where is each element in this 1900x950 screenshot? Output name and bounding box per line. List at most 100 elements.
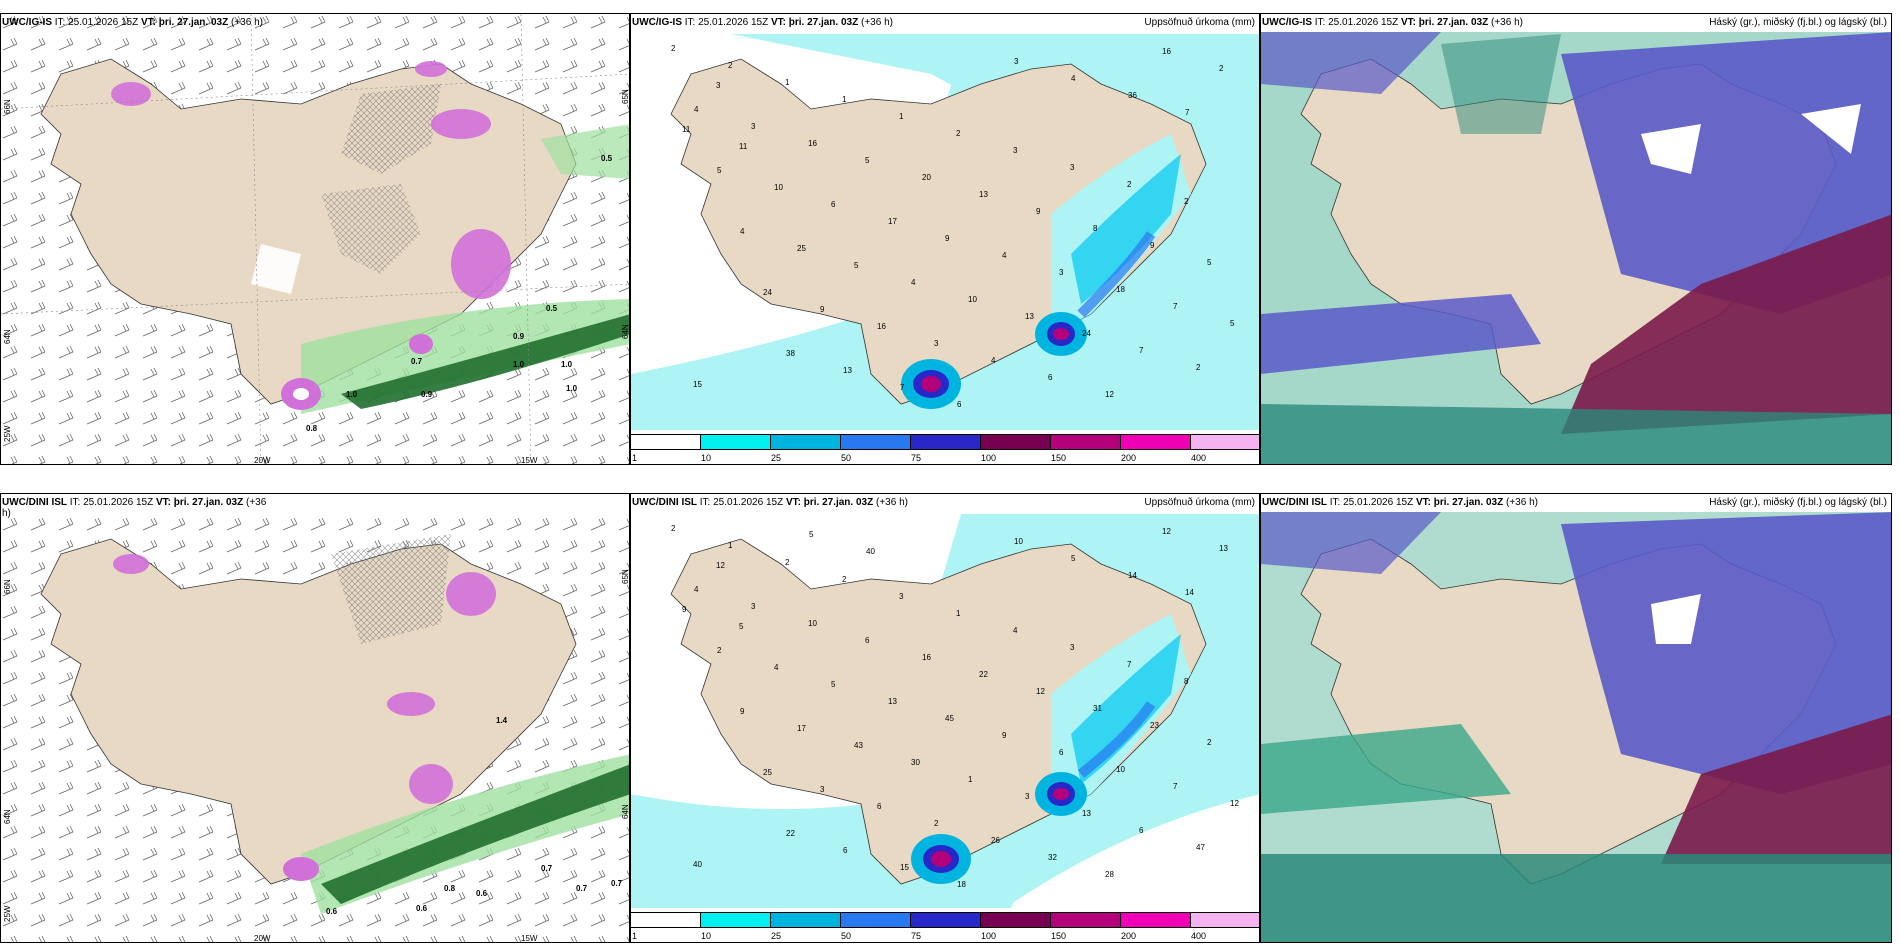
precip-value: 9 <box>820 305 825 314</box>
colorbar-label: 100 <box>981 453 997 463</box>
precip-value: 30 <box>911 758 920 767</box>
precip-value: 14 <box>1185 588 1194 597</box>
colorbar-label: 150 <box>1051 453 1067 463</box>
precip-value: 28 <box>1105 870 1114 879</box>
panel-title: UWC/DINI ISL IT: 25.01.2026 15Z VT: þri.… <box>632 497 908 508</box>
precip-value: 2 <box>671 524 676 533</box>
precip-value: 45 <box>945 714 954 723</box>
wind-map <box>1 514 629 942</box>
precip-value: 4 <box>1013 626 1018 635</box>
precip-value: 6 <box>865 636 870 645</box>
precip-value: 13 <box>1082 809 1091 818</box>
precip-value: 4 <box>694 105 699 114</box>
precip-value: 6 <box>843 846 848 855</box>
colorbar-label: 50 <box>841 453 852 463</box>
precip-value: 5 <box>1207 258 1212 267</box>
precip-value: 5 <box>854 261 859 270</box>
precip-value: 3 <box>1059 268 1064 277</box>
panel-subtitle: Uppsöfnuð úrkoma (mm) <box>1144 497 1255 508</box>
precip-value: 10 <box>808 619 817 628</box>
colorbar-labels: 1 10 25 50 75 100 150 200 400 <box>631 931 1259 941</box>
colorbar-label: 75 <box>911 453 922 463</box>
colorbar <box>631 434 1259 450</box>
precip-value: 47 <box>1196 843 1205 852</box>
precip-value: 3 <box>1070 163 1075 172</box>
precip-value: 13 <box>843 366 852 375</box>
precip-value: 4 <box>774 663 779 672</box>
precip-value: 31 <box>1093 704 1102 713</box>
panel-wind-top: UWC/IG-IS IT: 25.01.2026 15Z VT: þri. 27… <box>0 13 630 465</box>
colorbar-label: 400 <box>1191 931 1207 941</box>
precip-value: 6 <box>831 200 836 209</box>
colorbar-swatch <box>1051 435 1121 449</box>
colorbar-label: 1 <box>632 453 638 463</box>
precip-value: 3 <box>1070 643 1075 652</box>
precip-value: 1 <box>956 609 961 618</box>
value-label: 0.5 <box>601 154 613 163</box>
precip-value: 7 <box>900 383 905 392</box>
panel-wind-bottom: UWC/DINI ISL IT: 25.01.2026 15Z VT: þri.… <box>0 493 630 943</box>
precip-value: 5 <box>1071 554 1076 563</box>
precip-value: 2 <box>1196 363 1201 372</box>
panel-title: UWC/IG-IS IT: 25.01.2026 15Z VT: þri. 27… <box>632 17 893 28</box>
panel-title: UWC/IG-IS IT: 25.01.2026 15Z VT: þri. 27… <box>1262 17 1523 28</box>
lat-label: 66N <box>3 579 12 594</box>
precip-value: 4 <box>694 585 699 594</box>
precip-value: 6 <box>1139 826 1144 835</box>
lat-label: 65N <box>621 89 630 104</box>
precip-value: 5 <box>717 166 722 175</box>
precip-value: 40 <box>866 547 875 556</box>
cloud-map <box>1261 512 1891 942</box>
colorbar-label: 100 <box>981 931 997 941</box>
colorbar-swatch <box>911 435 981 449</box>
lat-label: 65N <box>621 569 630 584</box>
precip-value: 22 <box>786 829 795 838</box>
precip-value: 5 <box>865 156 870 165</box>
precip-value: 16 <box>877 322 886 331</box>
cloud-map <box>1261 32 1891 464</box>
precip-value: 2 <box>785 558 790 567</box>
colorbar-swatch <box>1121 913 1191 927</box>
colorbar-swatch <box>841 435 911 449</box>
precip-value: 11 <box>739 142 748 151</box>
precip-value: 2 <box>728 61 733 70</box>
precip-value: 2 <box>1207 738 1212 747</box>
value-label: 1.0 <box>566 384 578 393</box>
precip-value: 13 <box>1219 544 1228 553</box>
value-label: 0.6 <box>416 904 428 913</box>
colorbar-label: 25 <box>771 931 782 941</box>
colorbar-label: 1 <box>632 931 638 941</box>
precip-value: 8 <box>1184 677 1189 686</box>
wind-map <box>1 14 629 464</box>
precip-value: 23 <box>1150 721 1159 730</box>
precip-value: 26 <box>991 836 1000 845</box>
precip-value: 1 <box>785 78 790 87</box>
precip-value: 3 <box>934 339 939 348</box>
panel-title: UWC/IG-IS IT: 25.01.2026 15Z VT: þri. 27… <box>2 17 263 28</box>
precip-value: 4 <box>911 278 916 287</box>
precip-value: 3 <box>1025 792 1030 801</box>
lat-label: 64N <box>621 804 630 819</box>
lat-label: 64N <box>3 329 12 344</box>
panel-subtitle: Uppsöfnuð úrkoma (mm) <box>1144 17 1255 28</box>
value-label: 1.4 <box>496 716 508 725</box>
precip-value: 2 <box>717 646 722 655</box>
colorbar-swatch <box>841 913 911 927</box>
value-label: 0.7 <box>576 884 588 893</box>
precip-value: 6 <box>957 400 962 409</box>
lat-label: 25W <box>3 425 12 442</box>
colorbar-swatch <box>1191 435 1259 449</box>
lon-label: 15W <box>521 934 538 943</box>
precip-value: 17 <box>888 217 897 226</box>
colorbar-swatch <box>631 913 701 927</box>
precip-value: 40 <box>693 860 702 869</box>
colorbar-swatch <box>1191 913 1259 927</box>
precip-value: 9 <box>1002 731 1007 740</box>
precip-value: 3 <box>820 785 825 794</box>
precip-value: 2 <box>1219 64 1224 73</box>
precip-value: 5 <box>1230 319 1235 328</box>
precip-value: 6 <box>877 802 882 811</box>
precip-value: 1 <box>899 112 904 121</box>
precip-value: 3 <box>716 81 721 90</box>
colorbar <box>631 912 1259 928</box>
